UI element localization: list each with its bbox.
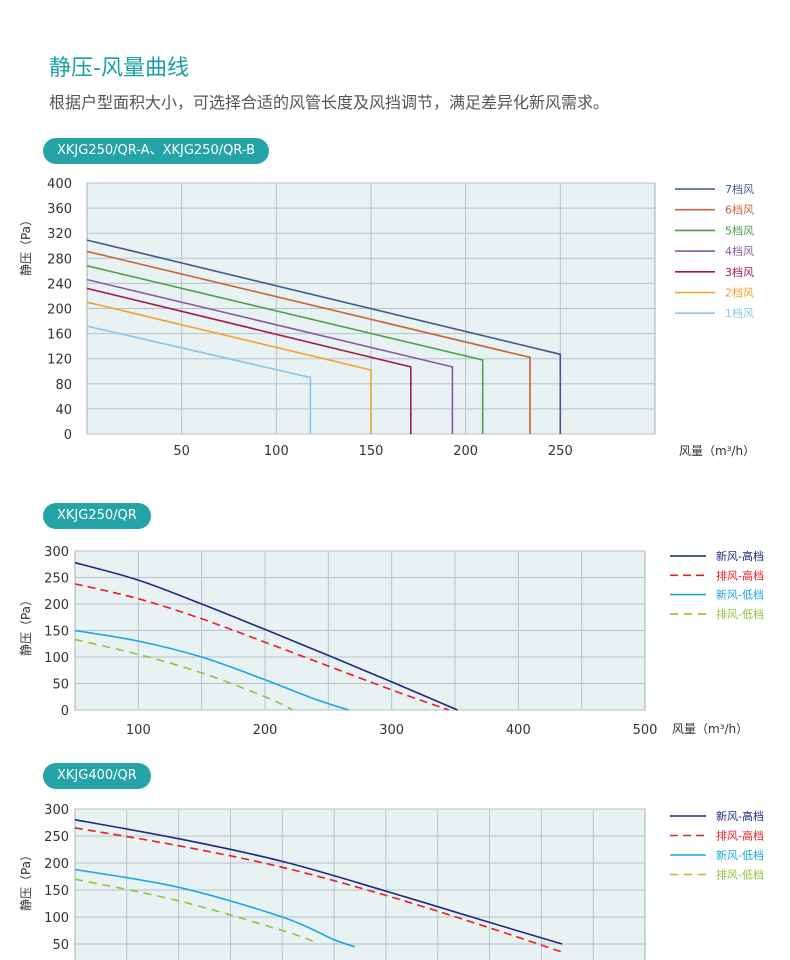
chart1-series-line-6 (87, 301, 372, 434)
chart2-y-tick-label: 200 (44, 598, 69, 613)
chart2-y-tick-label: 300 (44, 545, 69, 560)
chart3-series-line-3 (75, 868, 356, 948)
chart1-y-tick-label: 120 (47, 353, 72, 368)
model-badge-3: XKJG400/QR (43, 763, 151, 789)
chart1-legend-label-6: 2档风 (725, 286, 754, 300)
chart2-x-tick-label: 500 (633, 723, 658, 738)
model-badge-2: XKJG250/QR (43, 503, 151, 529)
chart1-y-tick-label: 320 (47, 227, 72, 242)
chart3-y-tick-label: 200 (44, 857, 69, 872)
chart1-legend-label-7: 1档风 (725, 306, 754, 320)
chart3-y-tick-label: 300 (44, 803, 69, 818)
chart1-legend-label-2: 6档风 (725, 203, 754, 217)
chart1-x-tick-label: 50 (173, 444, 190, 459)
chart2-y-tick-label: 50 (52, 678, 69, 693)
chart2-y-axis-label: 静压（Pa） (19, 594, 33, 656)
chart1-x-tick-label: 100 (264, 444, 289, 459)
chart2-x-axis-label: 风量（m³/h） (672, 722, 748, 736)
chart2-y-tick-label: 150 (44, 625, 69, 640)
chart3-legend-label-4: 排风-低档 (716, 868, 764, 882)
chart3-y-axis-label: 静压（Pa） (19, 849, 33, 911)
chart1-y-tick-label: 360 (47, 202, 72, 217)
chart2-x-tick-label: 100 (126, 723, 151, 738)
page-title: 静压-风量曲线 (49, 56, 189, 81)
chart1-series-line-3 (87, 265, 484, 434)
chart1-x-tick-label: 250 (548, 444, 573, 459)
chart3-y-tick-label: 150 (44, 884, 69, 899)
chart1-series-line-7 (87, 325, 312, 434)
chart3-y-tick-label: 250 (44, 830, 69, 845)
chart1-series-line-2 (87, 250, 531, 434)
chart1-series-line-4 (87, 278, 454, 434)
chart3-series-line-2 (75, 827, 563, 953)
chart2-series-line-3 (75, 629, 349, 711)
chart3-legend-label-1: 新风-高档 (716, 809, 764, 823)
chart1-legend-label-3: 5档风 (725, 223, 754, 237)
chart2-x-tick-label: 300 (379, 723, 404, 738)
chart2-legend-label-1: 新风-高档 (716, 549, 764, 563)
chart3-y-tick-label: 50 (52, 938, 69, 953)
chart2-legend-label-4: 排风-低档 (716, 607, 764, 621)
chart2-series-line-4 (75, 638, 294, 711)
chart1-legend-label-5: 3档风 (725, 265, 754, 279)
chart3-legend-label-3: 新风-低档 (716, 848, 764, 862)
chart3-y-tick-label: 100 (44, 911, 69, 926)
chart2-y-tick-label: 0 (61, 704, 69, 719)
model-badge-1: XKJG250/QR-A、XKJG250/QR-B (43, 138, 269, 164)
chart2-x-tick-label: 400 (506, 723, 531, 738)
chart1-legend-label-4: 4档风 (725, 244, 754, 258)
chart1-y-tick-label: 400 (47, 177, 72, 192)
chart1-y-tick-label: 0 (64, 428, 72, 443)
chart1-y-tick-label: 200 (47, 303, 72, 318)
chart2-y-tick-label: 250 (44, 572, 69, 587)
chart3-legend-label-2: 排风-高档 (716, 829, 764, 843)
chart2-legend-label-2: 排风-高档 (716, 568, 764, 582)
chart1-y-tick-label: 80 (55, 378, 72, 393)
chart2-y-tick-label: 100 (44, 651, 69, 666)
chart1-x-tick-label: 150 (359, 444, 384, 459)
chart1-y-tick-label: 240 (47, 277, 72, 292)
chart2-series-line-1 (75, 561, 458, 711)
chart3-series-line-1 (75, 819, 563, 945)
chart1-legend-label-1: 7档风 (725, 182, 754, 196)
chart3-plot-area (74, 808, 646, 960)
chart1-x-tick-label: 200 (453, 444, 478, 459)
chart2-series-line-2 (75, 583, 449, 711)
chart2-x-tick-label: 200 (253, 723, 278, 738)
page-subtitle: 根据户型面积大小，可选择合适的风管长度及风挡调节，满足差异化新风需求。 (49, 93, 610, 112)
chart1-y-axis-label: 静压（Pa） (19, 214, 33, 276)
chart1-y-tick-label: 280 (47, 252, 72, 267)
chart2-legend-label-3: 新风-低档 (716, 588, 764, 602)
chart1-y-tick-label: 40 (55, 403, 72, 418)
chart1-x-axis-label: 风量（m³/h） (679, 444, 755, 458)
chart1-y-tick-label: 160 (47, 328, 72, 343)
chart1-series-line-5 (87, 287, 412, 434)
chart1-series-line-1 (87, 239, 562, 434)
